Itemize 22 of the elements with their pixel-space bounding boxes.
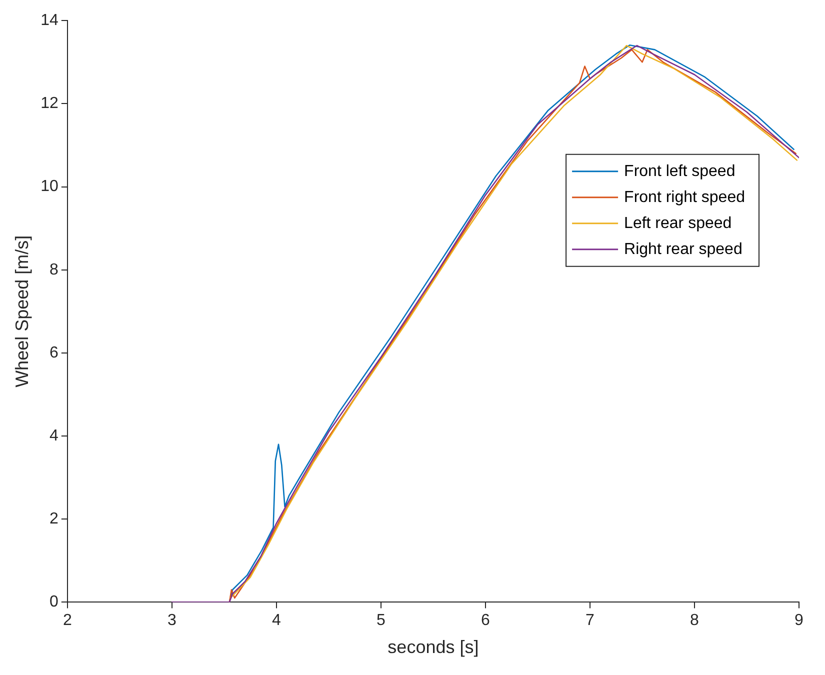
y-tick-label: 10 (40, 178, 58, 196)
x-tick-label: 5 (376, 612, 386, 630)
y-tick-label: 14 (40, 12, 58, 30)
x-tick-label: 4 (272, 612, 281, 630)
legend-label: Right rear speed (624, 240, 742, 258)
y-tick-label: 2 (49, 510, 58, 528)
x-tick-label: 2 (62, 612, 72, 630)
legend-label: Front left speed (624, 162, 736, 180)
x-tick-label: 3 (167, 612, 176, 630)
x-tick-label: 6 (481, 612, 490, 630)
x-axis-title: seconds [s] (388, 637, 479, 658)
y-tick-label: 0 (49, 594, 58, 611)
y-tick-label: 6 (49, 344, 58, 362)
x-tick-label: 9 (794, 612, 804, 630)
legend-label: Front right speed (624, 188, 745, 206)
y-axis-title: Wheel Speed [m/s] (12, 235, 32, 388)
y-tick-label: 12 (40, 95, 58, 112)
y-tick-label: 8 (49, 261, 58, 278)
legend-label: Left rear speed (624, 214, 732, 232)
y-tick-label: 4 (49, 427, 58, 444)
x-tick-label: 8 (690, 612, 700, 630)
x-tick-label: 7 (586, 612, 595, 630)
